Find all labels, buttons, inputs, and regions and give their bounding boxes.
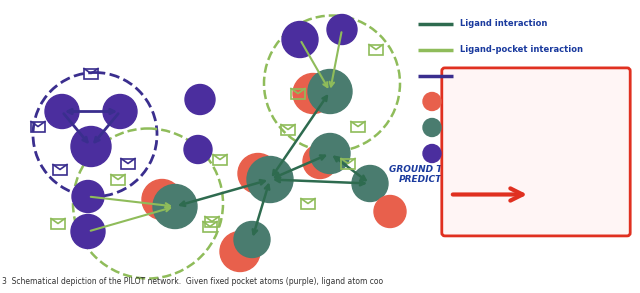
Bar xyxy=(291,88,305,98)
Bar xyxy=(51,219,65,229)
Circle shape xyxy=(247,156,293,202)
Text: BOND TYPES: BOND TYPES xyxy=(511,208,561,217)
Bar xyxy=(84,69,98,79)
Circle shape xyxy=(184,135,212,163)
Bar xyxy=(31,122,45,132)
Circle shape xyxy=(72,180,104,212)
Circle shape xyxy=(103,95,137,129)
Circle shape xyxy=(423,118,441,137)
Text: ATOM CHARGES: ATOM CHARGES xyxy=(506,171,566,179)
Circle shape xyxy=(238,154,278,193)
FancyBboxPatch shape xyxy=(442,68,630,236)
Circle shape xyxy=(293,74,333,113)
Circle shape xyxy=(282,21,318,57)
Circle shape xyxy=(71,127,111,166)
Circle shape xyxy=(352,166,388,202)
Circle shape xyxy=(327,14,357,45)
Text: Pocket-pocket interaction: Pocket-pocket interaction xyxy=(460,71,583,80)
Bar xyxy=(369,45,383,54)
Bar xyxy=(351,122,365,132)
Bar xyxy=(121,159,135,168)
Bar xyxy=(53,164,67,175)
Text: Ligand-pocket interaction: Ligand-pocket interaction xyxy=(460,45,583,54)
Text: Ground truth ligand atoms: Ground truth ligand atoms xyxy=(460,97,587,106)
Circle shape xyxy=(71,214,105,248)
Bar xyxy=(203,222,217,231)
Text: ATOM TYPES: ATOM TYPES xyxy=(511,132,561,142)
Circle shape xyxy=(234,222,270,258)
Circle shape xyxy=(303,144,337,178)
Text: Pocket atoms: Pocket atoms xyxy=(460,149,524,158)
Circle shape xyxy=(45,95,79,129)
Bar xyxy=(205,217,219,226)
Circle shape xyxy=(308,69,352,113)
Circle shape xyxy=(185,84,215,115)
Text: Noised ligand atoms: Noised ligand atoms xyxy=(460,123,557,132)
Circle shape xyxy=(423,93,441,110)
Text: Ligand interaction: Ligand interaction xyxy=(460,19,547,28)
Text: GROUND TRUTH
PREDICTION: GROUND TRUTH PREDICTION xyxy=(389,165,470,184)
Circle shape xyxy=(423,144,441,163)
Bar xyxy=(301,198,315,209)
Bar xyxy=(111,175,125,185)
Circle shape xyxy=(374,195,406,227)
Bar xyxy=(341,159,355,168)
Text: 3  Schematical depiction of the PILOT network.  Given fixed pocket atoms (purple: 3 Schematical depiction of the PILOT net… xyxy=(2,277,383,285)
Circle shape xyxy=(142,180,182,219)
Bar xyxy=(281,125,295,134)
Bar xyxy=(213,154,227,164)
Circle shape xyxy=(310,134,350,173)
Circle shape xyxy=(153,185,197,229)
Text: ATOM COORDINATES: ATOM COORDINATES xyxy=(496,94,576,103)
Circle shape xyxy=(220,231,260,272)
